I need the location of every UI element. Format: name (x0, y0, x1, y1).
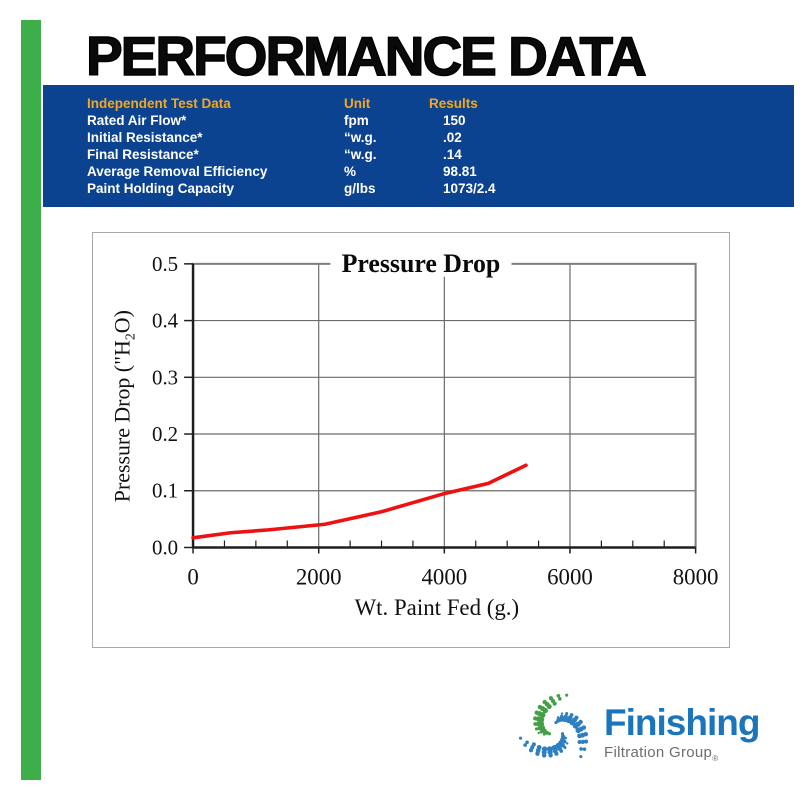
svg-text:6000: 6000 (547, 564, 593, 589)
row-label: Paint Holding Capacity (87, 181, 235, 196)
row-result: .02 (443, 130, 462, 145)
green-accent-bar (21, 20, 41, 780)
x-axis-label: Wt. Paint Fed (g.) (355, 595, 520, 620)
pressure-drop-chart: 0.0 0.1 0.2 0.3 0.4 0.5 0 2000 4000 6000 8000 Pres… (92, 232, 730, 648)
table-header-row: Independent Test Data Unit Results (87, 95, 794, 112)
svg-text:0.1: 0.1 (152, 479, 178, 503)
svg-text:8000: 8000 (673, 564, 719, 589)
table-row: Initial Resistance* “w.g. .02 (87, 129, 794, 146)
chart-title-backing (330, 240, 512, 277)
brand-name: Finishing (604, 702, 760, 743)
svg-text:0.0: 0.0 (152, 535, 178, 559)
table-row: Rated Air Flow* fpm 150 (87, 112, 794, 129)
brand-subtitle: Filtration Group® (604, 744, 719, 763)
row-result: 150 (443, 113, 466, 128)
col-header-unit: Unit (344, 96, 371, 111)
table-row: Average Removal Efficiency % 98.81 (87, 163, 794, 180)
registered-mark: ® (712, 754, 719, 763)
svg-text:0.2: 0.2 (152, 422, 178, 446)
row-unit: “w.g. (344, 147, 377, 162)
col-header-test-data: Independent Test Data (87, 96, 231, 111)
svg-text:0.5: 0.5 (152, 252, 178, 276)
y-axis-label: Pressure Drop ("H2O) (109, 310, 138, 502)
svg-text:0.3: 0.3 (152, 365, 178, 389)
row-result: .14 (443, 147, 462, 162)
swirl-dots-logo-icon (518, 693, 589, 759)
row-label: Rated Air Flow* (87, 113, 187, 128)
row-unit: fpm (344, 113, 369, 128)
finishing-filtration-group-logo: Finishing Filtration Group® (512, 684, 760, 776)
chart-title: Pressure Drop (342, 249, 501, 278)
test-data-panel: Independent Test Data Unit Results Rated… (43, 85, 794, 207)
col-header-results: Results (429, 96, 478, 111)
row-unit: g/lbs (344, 181, 376, 196)
row-label: Initial Resistance* (87, 130, 203, 145)
row-label: Final Resistance* (87, 147, 199, 162)
chart-plot-area: 0.0 0.1 0.2 0.3 0.4 0.5 0 2000 4000 6000 8000 (152, 252, 718, 589)
page-title: PERFORMANCE DATA (85, 24, 647, 87)
row-result: 1073/2.4 (443, 181, 496, 196)
logo-text: Finishing Filtration Group® (604, 702, 760, 763)
table-row: Paint Holding Capacity g/lbs 1073/2.4 (87, 180, 794, 197)
svg-text:0.4: 0.4 (152, 309, 179, 333)
row-label: Average Removal Efficiency (87, 164, 268, 179)
svg-text:4000: 4000 (421, 564, 467, 589)
row-result: 98.81 (443, 164, 477, 179)
svg-text:0: 0 (187, 564, 198, 589)
row-unit: “w.g. (344, 130, 377, 145)
row-unit: % (344, 164, 357, 179)
svg-text:2000: 2000 (296, 564, 342, 589)
table-row: Final Resistance* “w.g. .14 (87, 146, 794, 163)
